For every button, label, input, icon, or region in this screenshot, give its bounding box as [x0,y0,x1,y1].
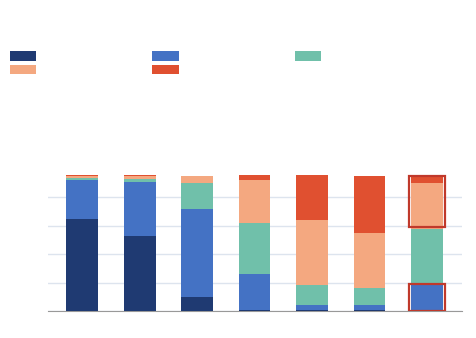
Bar [67,175,98,176]
Bar [239,223,270,274]
Bar [411,310,443,311]
Bar [354,176,386,233]
Bar [124,236,156,311]
Bar [297,310,328,311]
Bar [124,182,156,236]
Bar [124,179,156,182]
Bar [67,180,98,219]
Bar [239,310,270,311]
Bar [67,177,98,180]
Bar [181,209,213,297]
Bar [354,288,386,305]
Bar [411,284,443,310]
Bar [354,310,386,311]
Bar [124,175,156,176]
Bar [411,176,443,183]
Bar [239,180,270,223]
Bar [181,297,213,311]
Bar [239,274,270,310]
Bar [411,183,443,228]
Bar [297,305,328,310]
Bar [411,228,443,284]
Bar [67,176,98,177]
Bar [297,220,328,285]
Bar [67,219,98,311]
Bar [409,284,445,311]
Bar [354,233,386,288]
Bar [354,305,386,310]
Bar [297,285,328,305]
Bar [181,176,213,183]
Bar [124,176,156,179]
Bar [297,175,328,220]
Bar [181,183,213,209]
Bar [409,176,445,227]
Bar [239,175,270,180]
